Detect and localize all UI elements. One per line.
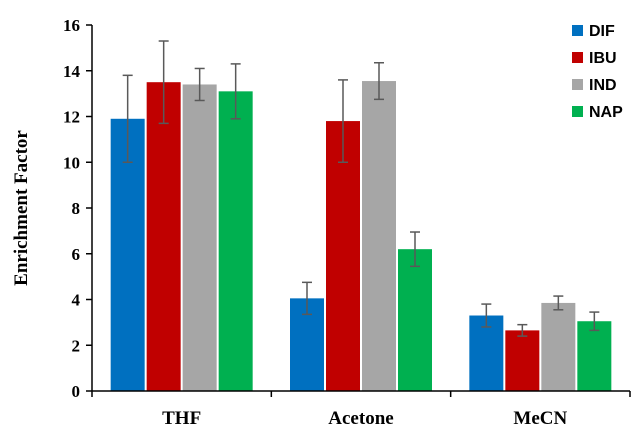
bar-nap-thf [218,91,253,392]
error-bar-dif-acetone [302,281,312,316]
y-tick-label: 2 [72,336,81,355]
legend-swatch-nap [572,106,583,117]
error-bars [122,40,600,337]
error-bar-ibu-mecn [517,323,528,337]
error-bar-ibu-thf [158,40,169,125]
x-axis-category-labels: THF Acetone MeCN [162,408,567,429]
y-tick-label: 8 [72,199,81,218]
error-bar-ibu-acetone [338,79,348,163]
y-tick-label: 14 [63,62,81,81]
legend-label-ibu: IBU [589,50,617,67]
bar-ind-mecn [541,302,576,391]
bar-ind-acetone [362,81,396,391]
legend-label-nap: NAP [589,104,623,121]
y-tick-label: 4 [72,291,81,310]
error-bar-dif-mecn [481,303,492,328]
legend-label-dif: DIF [589,23,615,40]
y-tick-label: 0 [72,382,81,401]
error-bar-nap-acetone [410,231,420,268]
legend-swatch-ind [572,79,583,90]
bar-dif-mecn [469,315,504,391]
y-axis-title: Enrichment Factor [11,130,32,286]
error-bar-ind-mecn [553,295,564,311]
bar-ibu-mecn [505,330,540,391]
bar-ibu-acetone [326,121,360,391]
bar-ibu-thf [146,82,181,391]
x-category-label: MeCN [513,408,567,429]
error-bar-nap-mecn [589,311,600,332]
y-tick-label: 6 [72,245,81,264]
x-axis-ticks [91,391,631,397]
y-tick-label: 16 [63,16,80,35]
legend-swatch-ibu [572,52,583,63]
y-axis-ticks: 0 2 4 6 8 10 12 14 16 [63,16,92,401]
bar-nap-mecn [577,321,612,391]
legend: DIF IBU IND NAP [572,23,623,121]
error-bar-ind-thf [194,67,205,102]
bar-dif-thf [110,118,145,391]
x-category-label: THF [162,408,201,429]
bar-nap-acetone [398,249,432,391]
error-bar-nap-thf [230,63,241,120]
y-tick-label: 12 [63,108,80,127]
legend-label-ind: IND [589,77,617,94]
y-tick-label: 10 [63,153,80,172]
x-category-label: Acetone [328,408,393,429]
legend-swatch-dif [572,25,583,36]
bar-ind-thf [182,84,217,391]
error-bar-ind-acetone [374,61,384,101]
bar-series [110,81,612,392]
error-bar-dif-thf [122,74,133,163]
